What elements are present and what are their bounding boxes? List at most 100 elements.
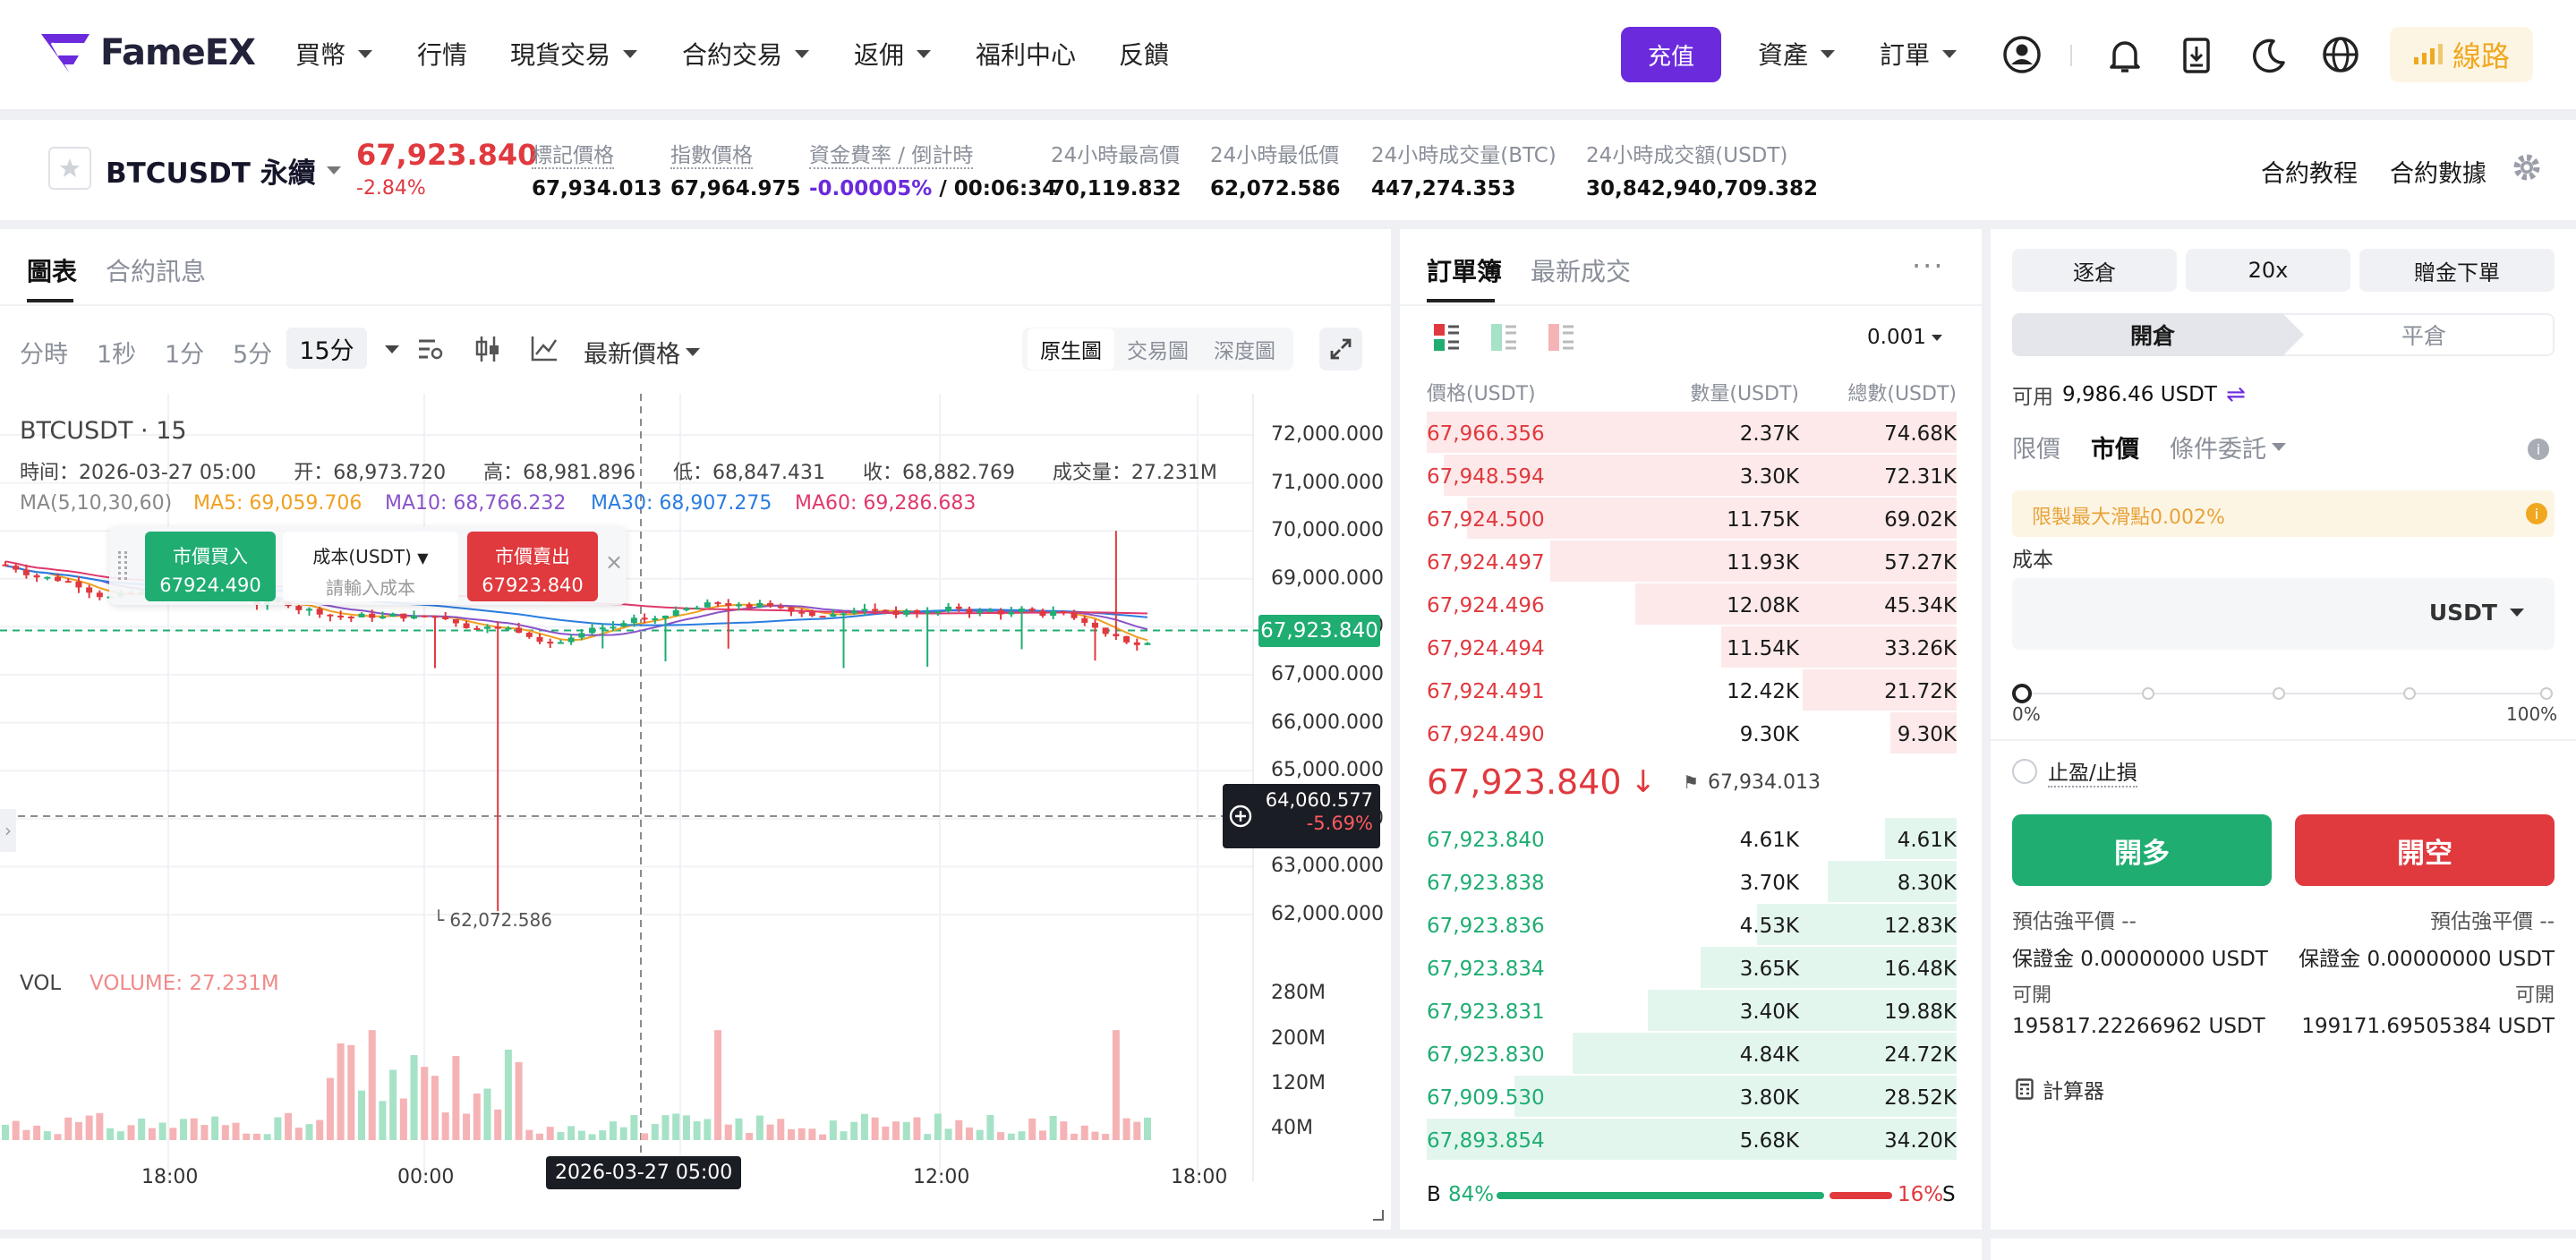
tab-open-position[interactable]: 開倉 [2129, 323, 2175, 349]
tab-latest-trades[interactable]: 最新成交 [1531, 257, 1632, 286]
ask-row[interactable]: 67,924.491 12.42K 21.72K [1427, 669, 1957, 712]
bonus-order-button[interactable]: 贈金下單 [2359, 249, 2555, 292]
more-options-icon[interactable]: ··· [1912, 249, 1945, 283]
calculator-button[interactable]: 計算器 [2016, 1074, 2104, 1104]
drag-handle-icon[interactable] [118, 551, 127, 580]
layout-both-icon[interactable] [1432, 322, 1461, 353]
nav-rebate[interactable]: 返佣 [854, 36, 932, 72]
candlestick-chart[interactable] [0, 394, 1391, 1226]
bid-row[interactable]: 67,923.838 3.70K 8.30K [1427, 861, 1957, 904]
slider-step[interactable] [2273, 687, 2285, 700]
interval-15m[interactable]: 15分 [286, 328, 367, 369]
ask-row[interactable]: 67,966.356 2.37K 74.68K [1427, 412, 1957, 455]
logo[interactable]: FameEX [39, 30, 256, 75]
deposit-button[interactable]: 充值 [1621, 27, 1721, 82]
indicator-list-icon[interactable] [417, 336, 444, 362]
bid-row[interactable]: 67,923.831 3.40K 19.88K [1427, 990, 1957, 1033]
slider-step[interactable] [2540, 687, 2553, 700]
tutorial-link[interactable]: 合約教程 [2261, 160, 2358, 188]
order-type-conditional[interactable]: 條件委託 [2170, 430, 2286, 464]
interval-5m[interactable]: 5分 [233, 341, 273, 369]
bid-row[interactable]: 67,923.840 4.61K 4.61K [1427, 818, 1957, 861]
order-type-market[interactable]: 市價 [2091, 436, 2139, 464]
ask-row[interactable]: 67,924.497 11.93K 57.27K [1427, 541, 1957, 583]
mid-price: 67,923.840 [1427, 762, 1622, 802]
view-depth[interactable]: 深度圖 [1214, 340, 1275, 363]
tab-chart[interactable]: 圖表 [27, 257, 78, 286]
tab-close-position[interactable]: 平倉 [2401, 323, 2446, 349]
add-alert-button[interactable] [1223, 784, 1258, 848]
bid-row[interactable]: 67,909.530 3.80K 28.52K [1427, 1076, 1957, 1119]
resize-handle-icon[interactable] [1373, 1210, 1384, 1221]
user-icon[interactable] [2001, 34, 2043, 75]
candle-type-icon[interactable] [474, 335, 501, 363]
quick-market-sell-button[interactable]: 市價賣出 67923.840 [467, 532, 598, 601]
chevron-right-icon[interactable]: › [0, 809, 16, 852]
nav-assets[interactable]: 資產 [1758, 36, 1836, 72]
transfer-icon[interactable]: ⇌ [2225, 381, 2246, 408]
unit-select[interactable]: USDT [2429, 600, 2524, 626]
open-short-button[interactable]: 開空 [2295, 814, 2555, 886]
layout-bids-icon[interactable] [1489, 322, 1518, 353]
interval-1s[interactable]: 1秒 [97, 341, 137, 369]
bid-row[interactable]: 67,923.834 3.65K 16.48K [1427, 947, 1957, 990]
favorite-star-icon[interactable] [48, 147, 91, 190]
close-icon[interactable]: × [605, 549, 624, 575]
margin-mode-button[interactable]: 逐倉 [2012, 249, 2177, 292]
tpsl-toggle[interactable]: 止盈/止損 [2012, 755, 2137, 788]
open-long-button[interactable]: 開多 [2012, 814, 2272, 886]
settings-gear-icon[interactable] [2512, 152, 2542, 183]
volume-bar [955, 1120, 963, 1140]
bid-row[interactable]: 67,893.854 5.68K 34.20K [1427, 1119, 1957, 1162]
symbol-selector[interactable]: BTCUSDT 永續 [106, 150, 341, 191]
ask-row[interactable]: 67,924.490 9.30K 9.30K [1427, 712, 1957, 755]
candle-body [1091, 622, 1098, 628]
chevron-down-icon[interactable] [385, 345, 399, 353]
nav-buy-crypto[interactable]: 買幣 [295, 36, 373, 72]
nav-spot[interactable]: 現貨交易 [510, 36, 638, 72]
volume-bar [536, 1133, 544, 1140]
tab-contract-info[interactable]: 合約訊息 [106, 257, 207, 286]
cost-input[interactable]: USDT [2012, 578, 2555, 650]
view-native[interactable]: 原生圖 [1028, 328, 1114, 370]
checkbox[interactable] [2012, 759, 2037, 784]
fullscreen-button[interactable] [1319, 328, 1362, 370]
volume-bar [441, 1112, 449, 1140]
slider-step[interactable] [2142, 687, 2154, 700]
slider-thumb[interactable] [2012, 684, 2032, 703]
nav-markets[interactable]: 行情 [417, 40, 468, 70]
download-icon[interactable] [2179, 36, 2214, 75]
layout-asks-icon[interactable] [1547, 322, 1575, 353]
price-type-select[interactable]: 最新價格 [584, 335, 700, 370]
quick-cost-input[interactable]: 成本(USDT) ▼ 請輸入成本 [283, 532, 458, 601]
precision-select[interactable]: 0.001 [1867, 326, 1942, 349]
info-icon[interactable]: i [2528, 438, 2549, 460]
nav-feedback[interactable]: 反饋 [1119, 40, 1170, 70]
bell-icon[interactable] [2107, 36, 2143, 75]
ask-row[interactable]: 67,924.496 12.08K 45.34K [1427, 583, 1957, 626]
contract-data-link[interactable]: 合約數據 [2390, 160, 2486, 188]
ma-settings-label[interactable]: MA(5,10,30,60) [20, 492, 173, 515]
quick-market-buy-button[interactable]: 市價買入 67924.490 [145, 532, 276, 601]
view-trading[interactable]: 交易圖 [1127, 340, 1189, 363]
ask-row[interactable]: 67,948.594 3.30K 72.31K [1427, 455, 1957, 498]
nav-welfare[interactable]: 福利中心 [976, 40, 1077, 70]
bid-row[interactable]: 67,923.836 4.53K 12.83K [1427, 904, 1957, 947]
ask-row[interactable]: 67,924.494 11.54K 33.26K [1427, 626, 1957, 669]
interval-1m[interactable]: 1分 [165, 341, 205, 369]
nav-futures[interactable]: 合約交易 [682, 36, 810, 72]
amount-slider[interactable] [2012, 677, 2555, 712]
order-type-limit[interactable]: 限價 [2012, 436, 2060, 464]
nav-orders[interactable]: 訂單 [1880, 36, 1958, 72]
indicator-chart-icon[interactable] [530, 335, 559, 362]
warning-icon[interactable]: i [2526, 503, 2547, 524]
globe-icon[interactable] [2320, 34, 2361, 75]
leverage-button[interactable]: 20x [2186, 249, 2350, 292]
ask-row[interactable]: 67,924.500 11.75K 69.02K [1427, 498, 1957, 541]
bid-row[interactable]: 67,923.830 4.84K 24.72K [1427, 1033, 1957, 1076]
moon-icon[interactable] [2250, 36, 2288, 75]
slider-step[interactable] [2403, 687, 2416, 700]
interval-timeline[interactable]: 分時 [20, 341, 68, 369]
route-button[interactable]: 線路 [2390, 27, 2533, 82]
tab-orderbook[interactable]: 訂單簿 [1427, 257, 1503, 286]
